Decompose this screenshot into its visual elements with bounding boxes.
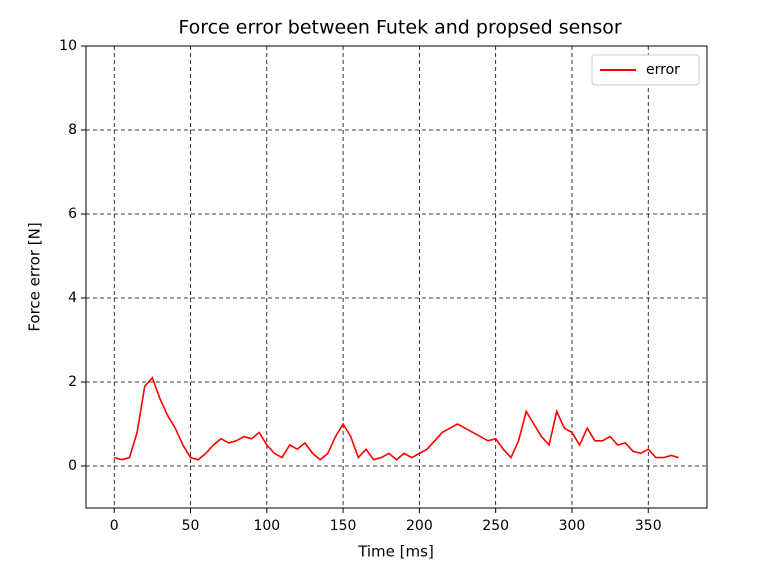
x-axis-label: Time [ms] (357, 543, 434, 561)
x-tick-label: 350 (635, 518, 662, 534)
legend-label: error (646, 62, 680, 78)
data-line (114, 376, 679, 461)
y-tick-label: 6 (68, 206, 77, 222)
x-tick-label: 50 (182, 518, 200, 534)
x-tick-label: 250 (482, 518, 509, 534)
x-tick-label: 150 (330, 518, 357, 534)
y-axis-label: Force error [N] (26, 222, 44, 331)
x-tick-label: 200 (406, 518, 433, 534)
y-tick-label: 0 (68, 458, 77, 474)
chart-title: Force error between Futek and propsed se… (178, 17, 622, 39)
x-tick-label: 300 (559, 518, 586, 534)
y-tick-label: 8 (68, 122, 77, 138)
y-tick-label: 10 (59, 38, 77, 54)
x-tick-label: 0 (110, 518, 119, 534)
y-tick-label: 4 (68, 290, 77, 306)
x-tick-label: 100 (253, 518, 280, 534)
legend-box (591, 54, 700, 86)
y-tick-label: 2 (68, 374, 77, 390)
plot-frame (85, 45, 708, 509)
